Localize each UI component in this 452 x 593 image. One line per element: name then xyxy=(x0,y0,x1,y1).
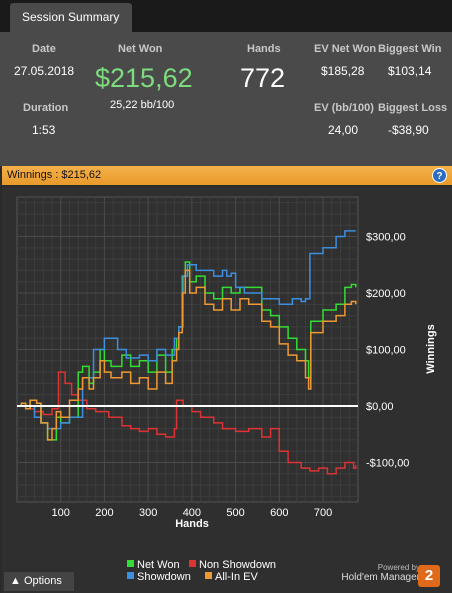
x-tick-label: 500 xyxy=(226,507,244,519)
biggest-loss-label: Biggest Loss xyxy=(378,102,448,114)
net-won-value: $215,62 xyxy=(95,63,193,93)
tab-session-summary[interactable]: Session Summary xyxy=(10,3,132,32)
x-tick-label: 300 xyxy=(139,507,157,519)
chart-series xyxy=(17,230,358,475)
ev-bb-value: 24,00 xyxy=(328,123,359,137)
x-tick-label: 600 xyxy=(270,507,288,519)
chevron-up-icon: ▲ xyxy=(10,575,21,587)
ev-net-won-label: EV Net Won xyxy=(314,43,377,55)
date-label: Date xyxy=(32,43,56,55)
ev-net-won-value: $185,28 xyxy=(321,64,365,78)
biggest-loss-value: -$38,90 xyxy=(388,123,429,137)
ev-bb-label: EV (bb/100) xyxy=(314,102,374,114)
chart-ticks: 100 200 300 400 500 600 700 -$100,00 $0,00 $100,0… xyxy=(52,232,410,519)
x-tick-label: 700 xyxy=(314,507,332,519)
y-tick-label: -$100,00 xyxy=(366,457,409,469)
summary-panel: Date 27.05.2018 Duration 1:53 Net Won $2… xyxy=(0,32,452,166)
net-won-label: Net Won xyxy=(118,43,163,55)
options-button[interactable]: ▲ Options xyxy=(4,572,74,591)
legend-row-1: Net Won Non Showdown xyxy=(127,559,276,571)
y-tick-label: $300,00 xyxy=(366,232,406,244)
x-axis-label: Hands xyxy=(175,518,209,530)
date-value: 27.05.2018 xyxy=(14,64,75,78)
net-won-bb: 25,22 bb/100 xyxy=(110,99,175,111)
legend-item-net-won: Net Won xyxy=(127,559,189,571)
legend-row-2: Showdown All-In EV xyxy=(127,571,276,583)
series-line-non-showdown xyxy=(17,371,357,475)
hm2-logo-icon: 2 xyxy=(418,565,440,587)
biggest-win-label: Biggest Win xyxy=(378,43,442,55)
hands-label: Hands xyxy=(247,43,281,55)
y-tick-label: $100,00 xyxy=(366,345,406,357)
duration-label: Duration xyxy=(23,102,69,114)
help-icon[interactable]: ? xyxy=(432,168,447,183)
x-tick-label: 200 xyxy=(95,507,113,519)
y-tick-label: $200,00 xyxy=(366,288,406,300)
y-axis-label: Winnings xyxy=(425,324,437,373)
brand: Powered by Hold'em Manager xyxy=(341,563,420,583)
winnings-chart-svg: 100 200 300 400 500 600 700 -$100,00 $0,00 $100,0… xyxy=(16,196,437,530)
hands-value: 772 xyxy=(240,63,286,93)
legend-item-showdown: Showdown xyxy=(127,571,205,583)
powered-by-text: Powered by xyxy=(377,563,420,572)
winnings-chart: 100 200 300 400 500 600 700 -$100,00 $0,00 $100,0… xyxy=(2,187,452,593)
options-label: Options xyxy=(23,575,62,587)
biggest-win-value: $103,14 xyxy=(388,64,432,78)
y-tick-label: $0,00 xyxy=(366,401,394,413)
winnings-banner: Winnings : $215,62 ? xyxy=(2,166,452,185)
legend-item-non-showdown: Non Showdown xyxy=(189,559,276,571)
legend-item-allin-ev: All-In EV xyxy=(205,571,258,583)
series-line-all-in-ev xyxy=(17,269,357,441)
legend: Net Won Non Showdown Showdown All-In EV xyxy=(127,559,276,583)
x-tick-label: 400 xyxy=(183,507,201,519)
duration-value: 1:53 xyxy=(32,123,56,137)
brand-name: Hold'em Manager xyxy=(341,572,420,583)
winnings-banner-text: Winnings : $215,62 xyxy=(7,169,102,181)
tab-bar: Session Summary xyxy=(0,0,452,32)
x-tick-label: 100 xyxy=(52,507,70,519)
